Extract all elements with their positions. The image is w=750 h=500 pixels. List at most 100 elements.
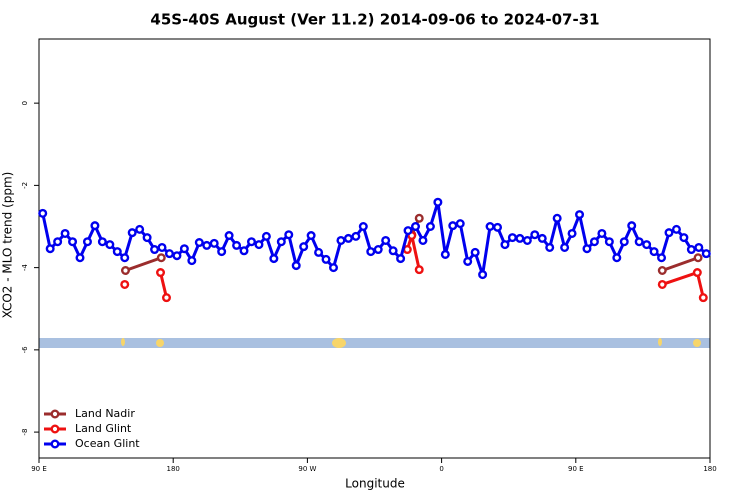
data-point: [194, 238, 204, 248]
data-point: [414, 213, 424, 223]
data-point: [500, 240, 510, 250]
x-tick-label: 180: [703, 465, 716, 473]
data-point: [485, 222, 495, 232]
data-point: [60, 228, 70, 238]
data-point: [686, 245, 696, 255]
data-point: [530, 230, 540, 240]
y-tick-label: -8: [21, 429, 29, 436]
data-point: [403, 226, 413, 236]
data-point: [142, 233, 152, 243]
data-point: [604, 237, 614, 247]
x-axis-label: Longitude: [345, 477, 405, 491]
data-point: [470, 247, 480, 257]
data-point: [38, 208, 48, 218]
land-patch: [156, 339, 164, 347]
data-point: [336, 235, 346, 245]
data-point: [161, 293, 171, 303]
data-point: [575, 210, 585, 220]
data-point: [254, 240, 264, 250]
data-point: [478, 270, 488, 280]
data-point: [440, 249, 450, 259]
data-point: [209, 238, 219, 248]
data-point: [156, 253, 166, 263]
data-point: [97, 237, 107, 247]
data-point: [552, 213, 562, 223]
data-point: [657, 279, 667, 289]
data-point: [671, 224, 681, 234]
data-point: [120, 253, 130, 263]
data-point: [291, 261, 301, 271]
data-point: [157, 242, 167, 252]
data-point: [657, 265, 667, 275]
data-point: [694, 242, 704, 252]
legend-label: Land Glint: [75, 422, 132, 435]
data-point: [321, 254, 331, 264]
data-point: [642, 240, 652, 250]
data-point: [522, 235, 532, 245]
data-point: [127, 228, 137, 238]
data-point: [314, 247, 324, 257]
data-point: [328, 263, 338, 273]
data-point: [693, 253, 703, 263]
land-patch: [332, 338, 346, 348]
data-point: [627, 221, 637, 231]
data-point: [276, 237, 286, 247]
data-point: [306, 231, 316, 241]
data-point: [396, 254, 406, 264]
data-point: [172, 251, 182, 261]
data-point: [284, 230, 294, 240]
data-point: [90, 221, 100, 231]
data-point: [634, 237, 644, 247]
land-ocean-strip: [39, 338, 710, 348]
y-tick-label: -6: [21, 346, 29, 354]
data-point: [112, 247, 122, 257]
data-point: [414, 265, 424, 275]
data-point: [246, 237, 256, 247]
data-point: [679, 233, 689, 243]
data-point: [411, 222, 421, 232]
data-point: [698, 293, 708, 303]
legend-marker: [50, 439, 60, 449]
x-tick-label: 0: [439, 465, 443, 473]
x-tick-label: 90 W: [298, 465, 316, 473]
x-tick-label: 90 E: [31, 465, 47, 473]
legend-label: Land Nadir: [75, 407, 135, 420]
data-point: [187, 256, 197, 266]
data-point: [692, 268, 702, 278]
legend-marker: [50, 424, 60, 434]
data-point: [545, 242, 555, 252]
data-point: [493, 222, 503, 232]
data-point: [560, 242, 570, 252]
data-point: [299, 242, 309, 252]
plot-frame: [38, 38, 711, 459]
data-point: [68, 237, 78, 247]
data-point: [433, 197, 443, 207]
data-point: [701, 249, 711, 259]
y-axis-label: XCO2 - MLO trend (ppm): [1, 172, 15, 319]
data-point: [649, 247, 659, 257]
data-point: [388, 246, 398, 256]
data-point: [82, 237, 92, 247]
x-tick-label: 180: [167, 465, 180, 473]
data-point: [589, 237, 599, 247]
legend-marker: [50, 409, 60, 419]
data-point: [366, 247, 376, 257]
land-patch: [658, 338, 662, 346]
data-point: [351, 231, 361, 241]
data-point: [156, 268, 166, 278]
data-point: [164, 249, 174, 259]
legend-label: Ocean Glint: [75, 437, 140, 450]
x-tick-label: 90 E: [568, 465, 584, 473]
data-point: [507, 233, 517, 243]
data-point: [448, 221, 458, 231]
data-point: [381, 235, 391, 245]
ocean-band: [39, 338, 710, 348]
data-point: [343, 233, 353, 243]
data-point: [463, 256, 473, 266]
data-point: [179, 244, 189, 254]
data-point: [373, 245, 383, 255]
data-point: [425, 222, 435, 232]
data-point: [120, 279, 130, 289]
land-patch: [121, 338, 125, 346]
chart-title: 45S-40S August (Ver 11.2) 2014-09-06 to …: [150, 11, 599, 29]
